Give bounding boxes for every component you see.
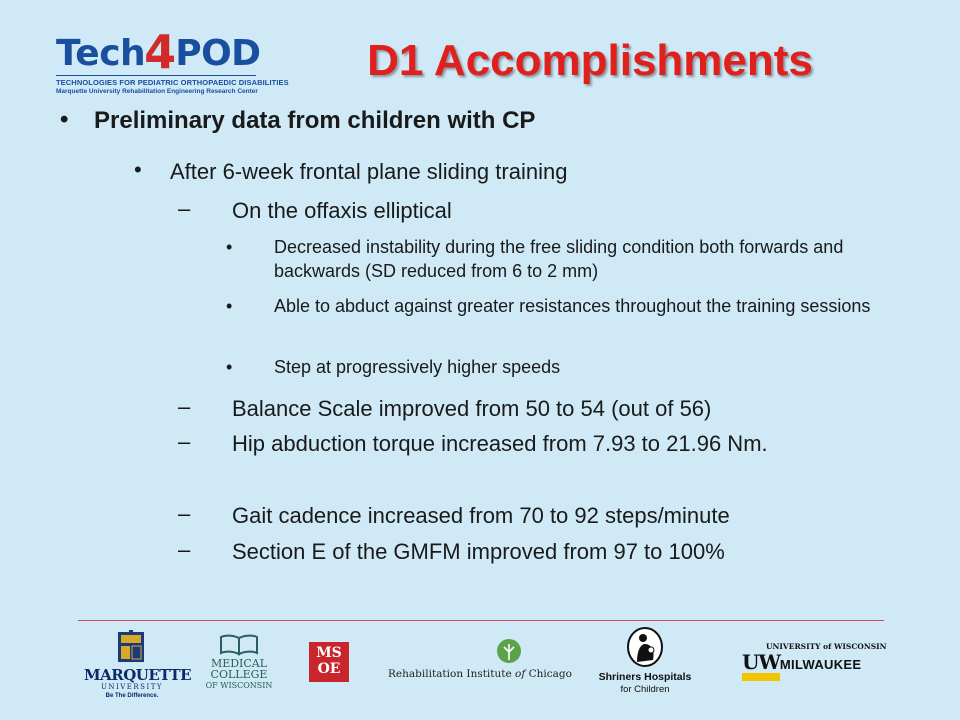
sub-bullet-item: • Step at progressively higher speeds	[226, 355, 886, 379]
mcw-line1: MEDICAL	[210, 657, 268, 670]
shriners-emblem-icon	[627, 627, 663, 667]
dash-item-result: – Gait cadence increased from 70 to 92 s…	[178, 501, 730, 531]
bullet-mark: •	[60, 106, 69, 133]
tech4pod-wordmark: Tech 4 POD	[56, 25, 261, 79]
bullet-mark: •	[134, 157, 142, 182]
shriners-line1: Shriners Hospitals	[598, 671, 692, 683]
dash-mark: –	[178, 394, 191, 419]
msoe-letters: MSOE	[316, 645, 342, 677]
dash-item-result: – Hip abduction torque increased from 7.…	[178, 429, 842, 459]
dash-item-result: – Section E of the GMFM improved from 97…	[178, 537, 725, 567]
brand-subline: Marquette University Rehabilitation Engi…	[56, 88, 258, 95]
ric-name: Rehabilitation Institute of Chicago	[388, 668, 572, 680]
brand-divider	[56, 75, 256, 76]
sub-bullet-text: Step at progressively higher speeds	[274, 357, 561, 377]
footer-rule	[78, 620, 884, 621]
brand-four: 4	[144, 25, 177, 79]
sub-bullet-text: Decreased instability during the free sl…	[274, 237, 844, 281]
open-book-icon	[220, 634, 258, 656]
mcw-logo: MEDICAL COLLEGE OF WISCONSIN	[203, 634, 275, 700]
marquette-slogan: Be The Difference.	[105, 693, 159, 699]
bullet-level2: • After 6-week frontal plane sliding tra…	[134, 157, 567, 187]
tech4pod-logo: Tech 4 POD TECHNOLOGIES FOR PEDIATRIC ORTH…	[56, 25, 289, 98]
uwm-gold-bar	[742, 673, 780, 681]
mcw-line3: OF WISCONSIN	[205, 681, 273, 690]
uwm-main: MILWAUKEE	[779, 657, 862, 672]
sub-bullet-item: • Able to abduct against greater resista…	[226, 294, 886, 318]
sub-bullet-mark: •	[226, 357, 233, 377]
slide-title: D1 Accomplishments	[367, 36, 813, 85]
dash-mark: –	[178, 501, 191, 526]
bullet-text: After 6-week frontal plane sliding train…	[170, 159, 568, 184]
dash-text: Section E of the GMFM improved from 97 t…	[232, 539, 725, 564]
marquette-university: UNIVERSITY	[100, 683, 164, 691]
dash-item-elliptical: – On the offaxis elliptical	[178, 196, 452, 226]
mcw-line2: COLLEGE	[210, 668, 268, 681]
uwm-top: UNIVERSITY of WISCONSIN	[766, 642, 887, 651]
dash-text: Hip abduction torque increased from 7.93…	[232, 431, 768, 456]
bullet-text: Preliminary data from children with CP	[94, 107, 536, 134]
brand-tagline: TECHNOLOGIES FOR PEDIATRIC ORTHOPAEDIC D…	[56, 78, 289, 87]
dash-mark: –	[178, 196, 191, 221]
dash-mark: –	[178, 429, 191, 454]
dash-mark: –	[178, 537, 191, 562]
shriners-line2: for Children	[620, 684, 670, 695]
tree-icon	[497, 639, 521, 663]
ric-name-a: Rehabilitation Institute	[388, 668, 516, 680]
dash-text: On the offaxis elliptical	[232, 198, 452, 223]
marquette-logo: MARQUETTE UNIVERSITY Be The Difference.	[84, 630, 192, 708]
dash-text: Balance Scale improved from 50 to 54 (ou…	[232, 396, 712, 421]
marquette-crest-icon	[118, 630, 144, 662]
ric-name-b: Chicago	[525, 668, 572, 680]
dash-item-result: – Balance Scale improved from 50 to 54 (…	[178, 394, 711, 424]
marquette-name: MARQUETTE	[84, 666, 192, 684]
dash-text: Gait cadence increased from 70 to 92 ste…	[232, 503, 730, 528]
brand-tech: Tech	[56, 33, 146, 74]
sub-bullet-text: Able to abduct against greater resistanc…	[274, 296, 871, 316]
uwm-uw: UW	[742, 650, 781, 674]
ric-name-of: of	[515, 668, 526, 680]
shriners-logo: Shriners Hospitals for Children	[592, 626, 698, 700]
ric-logo: Rehabilitation Institute of Chicago	[388, 638, 572, 688]
sub-bullet-item: • Decreased instability during the free …	[226, 235, 886, 283]
brand-pod: POD	[175, 33, 261, 74]
sub-bullet-mark: •	[226, 296, 233, 316]
msoe-logo: MSOE	[309, 642, 349, 682]
bullet-level1: • Preliminary data from children with CP	[60, 106, 535, 136]
partner-logos: MARQUETTE UNIVERSITY Be The Difference. …	[0, 622, 960, 720]
uwm-logo: UNIVERSITY of WISCONSIN UWMILWAUKEE	[742, 642, 886, 682]
uwm-wordmark: UWMILWAUKEE	[742, 651, 861, 676]
sub-bullet-mark: •	[226, 237, 233, 257]
